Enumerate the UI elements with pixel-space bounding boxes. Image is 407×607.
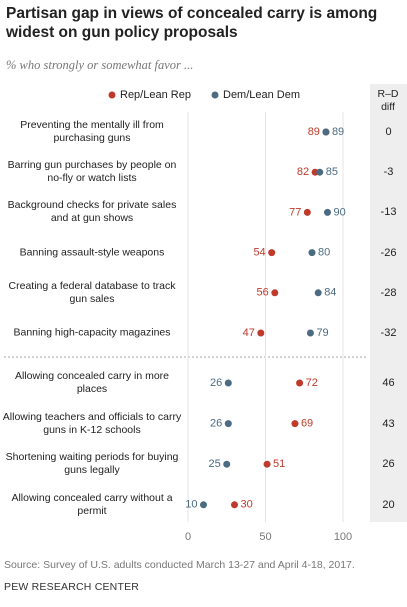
diff-value: -32	[380, 327, 397, 339]
dot	[268, 249, 276, 257]
dot	[291, 420, 299, 428]
chart-title: Partisan gap in views of concealed carry…	[6, 5, 378, 41]
dot	[271, 289, 279, 297]
category-label: Preventing the mentally ill from purchas…	[20, 119, 164, 144]
value-label: 47	[243, 327, 255, 339]
legend-label: Dem/Lean Dem	[223, 89, 300, 101]
dot	[324, 208, 331, 216]
diff-value: 20	[382, 498, 395, 511]
dot	[257, 329, 265, 337]
category-label: Creating a federal database to track gun…	[8, 279, 176, 305]
diff-value: -13	[380, 206, 397, 219]
category-label: Allowing concealed carry without a permi…	[11, 491, 173, 517]
diff-value: -3	[383, 166, 394, 179]
x-tick-label: 50	[259, 531, 271, 543]
value-label: 69	[301, 418, 313, 430]
value-label: 10	[185, 499, 197, 511]
dot	[322, 128, 330, 136]
source: Source: Survey of U.S. adults conducted …	[4, 559, 355, 571]
value-label: 84	[324, 287, 336, 299]
value-label: 26	[210, 418, 222, 430]
value-label: 85	[326, 166, 338, 178]
value-label: 30	[241, 499, 253, 511]
value-label: 56	[257, 287, 269, 299]
diff-column-bg	[370, 84, 407, 522]
dot	[224, 379, 232, 387]
value-label: 89	[308, 126, 320, 138]
dot	[306, 329, 314, 337]
x-tick-label: 100	[334, 531, 352, 543]
value-label: 90	[334, 206, 346, 218]
legend-label: Rep/Lean Rep	[120, 89, 191, 101]
subtitle: % who strongly or somewhat favor ...	[6, 58, 194, 72]
diff-value: -28	[380, 286, 397, 299]
value-label: 51	[273, 458, 285, 470]
value-label: 25	[209, 458, 221, 470]
category-label: Banning high-capacity magazines	[13, 326, 171, 339]
dot	[263, 460, 271, 468]
dot	[308, 249, 316, 257]
diff-value: 43	[382, 417, 395, 430]
legend-marker	[211, 91, 219, 99]
diff-value: 26	[382, 458, 395, 471]
value-label: 89	[332, 126, 344, 138]
value-label: 82	[297, 166, 309, 178]
value-label: 80	[318, 247, 330, 259]
dot	[224, 420, 232, 428]
category-label: Barring gun purchases by people on no-fl…	[7, 159, 177, 185]
diff-value: 46	[382, 377, 395, 389]
category-label: Allowing teachers and officials to carry…	[2, 410, 182, 436]
category-label: Banning assault-style weapons	[19, 246, 165, 259]
value-label: 77	[289, 206, 301, 218]
legend-marker	[108, 91, 116, 99]
value-label: 54	[253, 247, 265, 259]
dot	[200, 501, 207, 509]
x-tick-label: 0	[185, 531, 191, 543]
value-label: 72	[306, 377, 318, 389]
dot	[231, 501, 238, 509]
value-label: 79	[316, 327, 328, 339]
value-label: 26	[210, 377, 222, 389]
footer: PEW RESEARCH CENTER	[4, 581, 140, 593]
diff-value: 0	[385, 126, 392, 138]
dot	[223, 460, 231, 468]
dot	[303, 208, 311, 216]
category-label: Shortening waiting periods for buying gu…	[5, 451, 179, 477]
category-label: Allowing concealed carry in more places	[14, 370, 170, 395]
dot	[314, 289, 322, 297]
diff-header: R–D diff	[377, 88, 399, 113]
diff-value: -26	[380, 246, 397, 259]
dot	[296, 379, 304, 387]
dot	[316, 168, 324, 176]
category-label: Background checks for private sales and …	[7, 199, 177, 225]
